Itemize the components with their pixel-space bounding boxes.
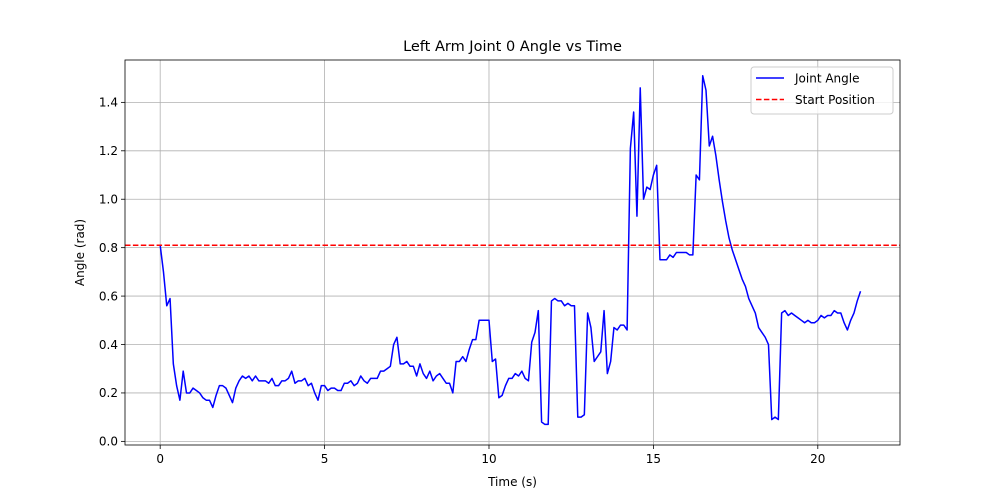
x-tick-label: 10: [481, 452, 496, 466]
y-tick-label: 1.0: [99, 193, 118, 207]
y-tick-label: 0.6: [99, 289, 118, 303]
legend-label-joint-angle: Joint Angle: [794, 71, 860, 85]
y-axis-title: Angle (rad): [73, 219, 87, 286]
legend: Joint Angle Start Position: [750, 66, 894, 115]
y-tick-label: 1.2: [99, 144, 118, 158]
x-axis-title: Time (s): [487, 475, 537, 489]
y-tick-label: 0.4: [99, 338, 118, 352]
y-tick-label: 0.0: [99, 435, 118, 449]
y-tick-label: 0.8: [99, 241, 118, 255]
legend-label-start-position: Start Position: [795, 93, 875, 107]
x-tick-label: 0: [156, 452, 164, 466]
plot-area: [125, 74, 900, 426]
chart-title: Left Arm Joint 0 Angle vs Time: [403, 39, 622, 55]
ticks: 0 5 10 15 20 0.0 0.2 0.4 0.6 0.8 1.0 1.2 1.4: [99, 96, 826, 466]
x-tick-label: 15: [646, 452, 661, 466]
x-tick-label: 5: [321, 452, 329, 466]
legend-box: [750, 66, 894, 115]
series-line-joint-angle: [159, 74, 862, 426]
y-tick-label: 0.2: [99, 386, 118, 400]
axes-frame: [124, 59, 901, 446]
y-tick-label: 1.4: [99, 96, 118, 110]
x-tick-label: 20: [810, 452, 825, 466]
